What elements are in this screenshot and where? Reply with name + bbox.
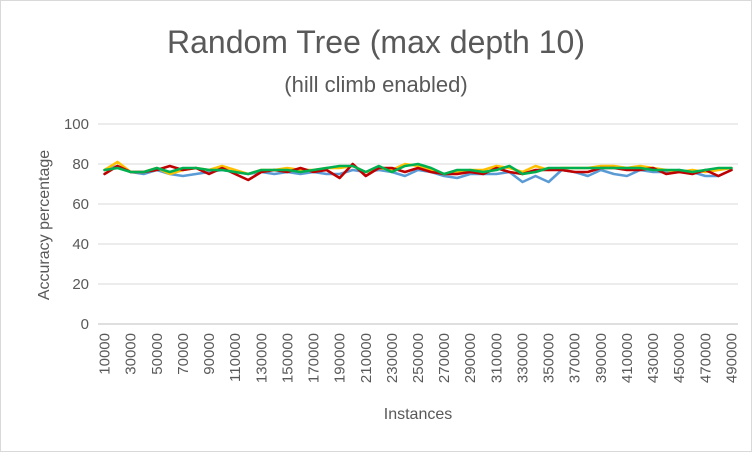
y-tick-label: 80 (72, 156, 89, 173)
y-tick-label: 100 (64, 116, 89, 133)
y-tick-label: 60 (72, 196, 89, 213)
x-tick-label: 290000 (462, 333, 479, 383)
x-tick-label: 350000 (541, 333, 558, 383)
x-tick-label: 210000 (358, 333, 375, 383)
chart-title: Random Tree (max depth 10) (167, 24, 585, 60)
x-axis-label: Instances (384, 406, 452, 423)
x-tick-label: 150000 (279, 333, 296, 383)
x-tick-label: 270000 (436, 333, 453, 383)
series-line-1 (103, 164, 733, 184)
y-axis-label: Accuracy percentage (36, 150, 53, 300)
series-lines (103, 160, 733, 184)
series-line-4 (103, 162, 733, 176)
y-axis-ticks: 0 20 40 60 80 100 (64, 116, 89, 333)
x-tick-label: 250000 (410, 333, 427, 383)
x-tick-label: 190000 (332, 333, 349, 383)
x-tick-label: 410000 (619, 333, 636, 383)
x-axis-ticks: 10000 30000 50000 70000 90000 110000 130000 150… (97, 333, 741, 383)
x-tick-label: 450000 (671, 333, 688, 383)
series-line-3 (103, 162, 733, 182)
chart-subtitle: (hill climb enabled) (284, 72, 467, 97)
y-tick-label: 0 (81, 316, 89, 333)
x-tick-label: 490000 (723, 333, 740, 383)
x-tick-label: 370000 (567, 333, 584, 383)
y-tick-label: 20 (72, 276, 89, 293)
x-tick-label: 430000 (645, 333, 662, 383)
x-tick-label: 470000 (697, 333, 714, 383)
x-tick-label: 70000 (175, 333, 192, 375)
x-tick-label: 10000 (97, 333, 114, 375)
x-tick-label: 330000 (514, 333, 531, 383)
gridlines (98, 123, 738, 325)
y-tick-label: 40 (72, 236, 89, 253)
x-tick-label: 90000 (201, 333, 218, 375)
x-tick-label: 110000 (227, 333, 244, 382)
x-tick-label: 30000 (123, 333, 140, 375)
x-tick-label: 50000 (149, 333, 166, 375)
x-tick-label: 390000 (593, 333, 610, 383)
x-tick-label: 310000 (488, 333, 505, 383)
x-tick-label: 130000 (253, 333, 270, 383)
x-tick-label: 230000 (384, 333, 401, 383)
x-tick-label: 170000 (306, 333, 323, 383)
